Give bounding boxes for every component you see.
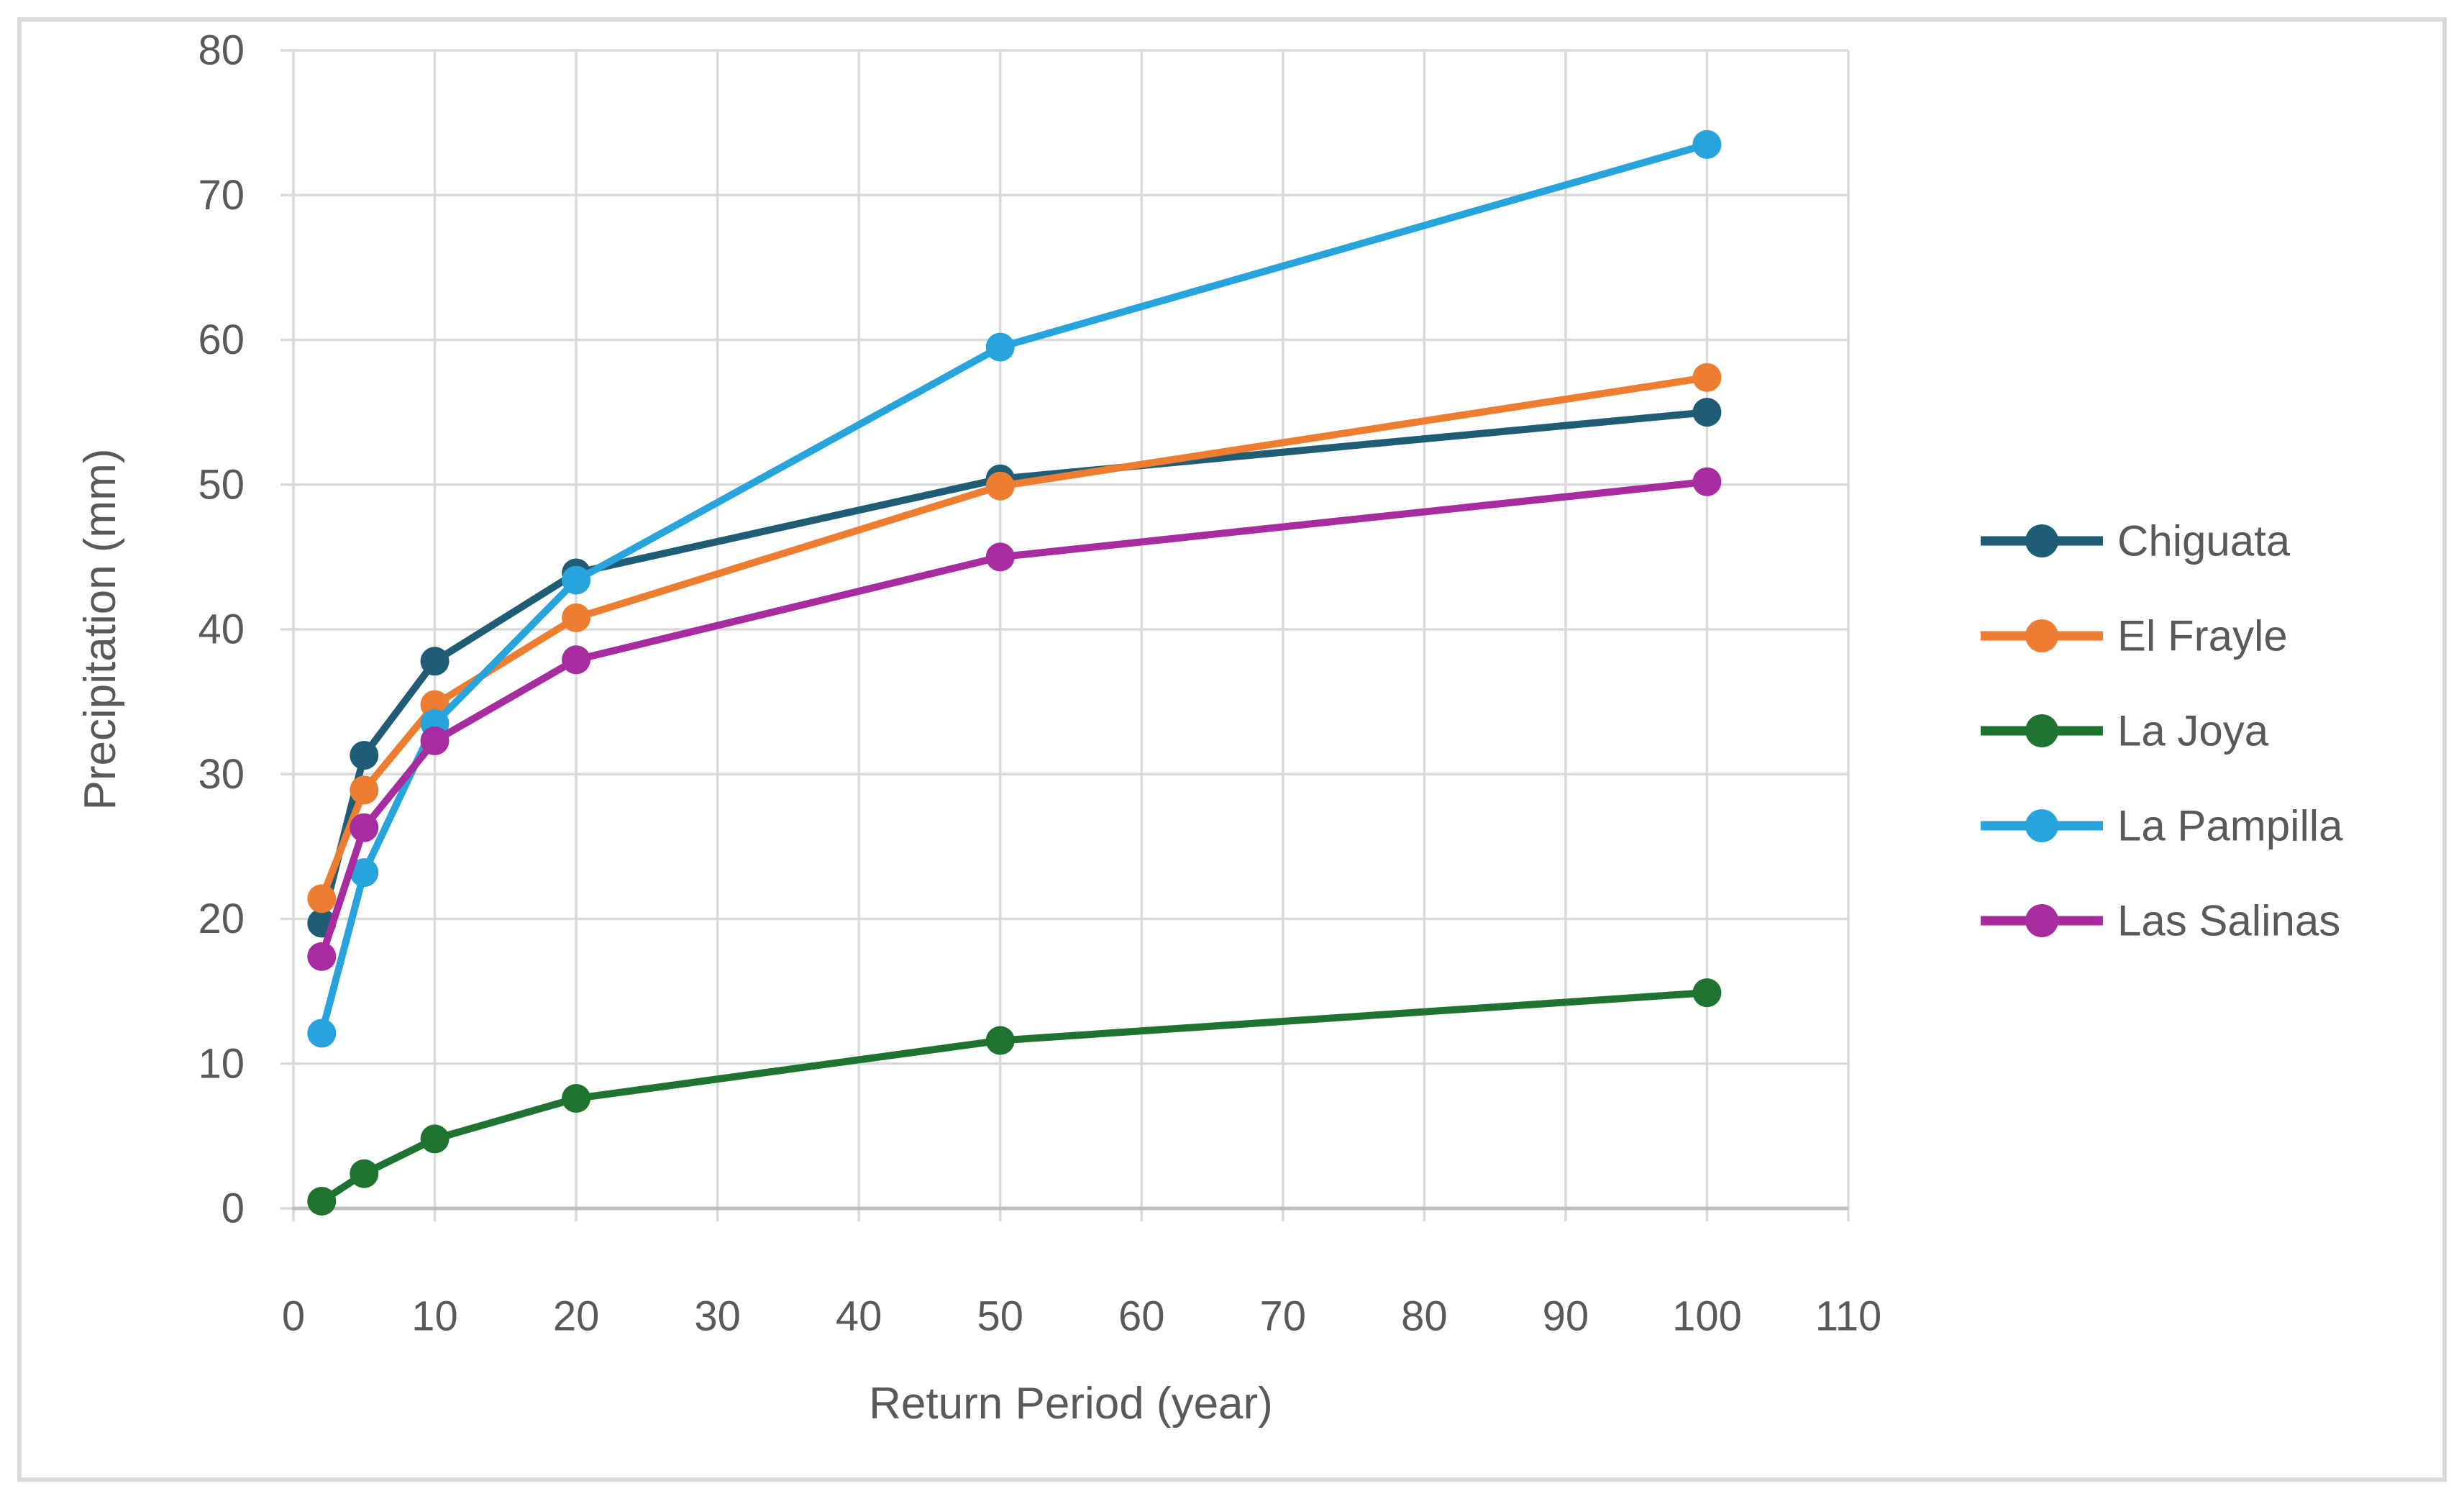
y-tick-label-40: 40 (198, 606, 245, 653)
figure-border (17, 17, 2447, 1482)
x-tick-label-10: 10 (411, 1293, 458, 1340)
x-tick-label-90: 90 (1543, 1293, 1589, 1340)
marker-el-frayle-x5 (350, 775, 379, 805)
legend-item-las-salinas: Las Salinas (1981, 897, 2340, 945)
marker-la-joya-x5 (350, 1159, 379, 1188)
marker-las-salinas-x10 (420, 726, 450, 755)
marker-la-pampilla-x20 (562, 565, 591, 595)
legend-marker-el-frayle (2025, 619, 2058, 652)
y-tick-label-30: 30 (198, 751, 245, 798)
x-tick-label-0: 0 (282, 1293, 305, 1340)
marker-la-pampilla-x50 (985, 332, 1015, 362)
series-line-el-frayle (318, 373, 1711, 903)
marker-el-frayle-x20 (562, 603, 591, 632)
x-tick-label-20: 20 (553, 1293, 600, 1340)
legend-label-el-frayle: El Frayle (2117, 612, 2288, 660)
marker-la-joya-x10 (420, 1124, 450, 1154)
marker-la-pampilla-x100 (1692, 129, 1722, 159)
marker-la-joya-x2 (307, 1186, 337, 1216)
grid-layer (292, 49, 1850, 1210)
legend-marker-las-salinas (2025, 904, 2058, 937)
series-layer (307, 129, 1722, 1216)
y-tick-label-50: 50 (198, 461, 245, 508)
x-tick-label-70: 70 (1260, 1293, 1307, 1340)
marker-la-pampilla-x2 (307, 1019, 337, 1048)
legend-label-chiguata: Chiguata (2117, 517, 2291, 565)
x-tick-label-30: 30 (694, 1293, 741, 1340)
marker-chiguata-x5 (350, 741, 379, 770)
x-tick-label-60: 60 (1118, 1293, 1165, 1340)
y-tick-label-20: 20 (198, 896, 245, 942)
legend-item-el-frayle: El Frayle (1981, 612, 2288, 660)
x-tick-label-100: 100 (1672, 1293, 1742, 1340)
y-tick-label-0: 0 (222, 1185, 245, 1232)
marker-la-pampilla-x5 (350, 858, 379, 888)
marker-las-salinas-x20 (562, 645, 591, 675)
marker-el-frayle-x2 (307, 884, 337, 913)
y-tick-label-80: 80 (198, 27, 245, 74)
marker-la-joya-x50 (985, 1026, 1015, 1055)
marker-el-frayle-x100 (1692, 363, 1722, 392)
marker-las-salinas-x5 (350, 813, 379, 842)
series-line-las-salinas (318, 478, 1711, 960)
x-tick-label-40: 40 (836, 1293, 882, 1340)
x-tick-label-110: 110 (1815, 1293, 1881, 1340)
legend-item-chiguata: Chiguata (1981, 517, 2291, 565)
y-tick-label-70: 70 (198, 172, 245, 219)
legend: Chiguata El Frayle La Joya La Pampilla Las S… (1981, 517, 2343, 945)
axis-layer (280, 49, 1850, 1221)
marker-chiguata-x100 (1692, 398, 1722, 427)
legend-label-la-joya: La Joya (2117, 707, 2269, 755)
legend-label-las-salinas: Las Salinas (2117, 897, 2340, 945)
marker-la-joya-x100 (1692, 978, 1722, 1008)
y-axis-title: Precipitation (mm) (76, 449, 125, 811)
marker-la-joya-x20 (562, 1084, 591, 1113)
legend-item-la-joya: La Joya (1981, 707, 2269, 755)
marker-las-salinas-x100 (1692, 467, 1722, 496)
legend-marker-la-joya (2025, 714, 2058, 747)
legend-marker-chiguata (2025, 524, 2058, 557)
marker-chiguata-x10 (420, 647, 450, 676)
marker-el-frayle-x50 (985, 471, 1015, 501)
tick-label-layer: 0 10 20 30 40 50 60 70 80 90 100 110 0 10 20 30 40 50 60 70… (198, 27, 1881, 1340)
y-tick-label-60: 60 (198, 316, 245, 363)
marker-las-salinas-x50 (985, 542, 1015, 572)
series-line-la-pampilla (318, 140, 1711, 1037)
x-axis-title: Return Period (year) (869, 1379, 1273, 1429)
x-tick-label-50: 50 (977, 1293, 1023, 1340)
marker-las-salinas-x2 (307, 942, 337, 971)
x-tick-label-80: 80 (1401, 1293, 1448, 1340)
legend-marker-la-pampilla (2025, 809, 2058, 842)
legend-label-la-pampilla: La Pampilla (2117, 802, 2343, 850)
legend-item-la-pampilla: La Pampilla (1981, 802, 2343, 850)
y-tick-label-10: 10 (198, 1040, 245, 1087)
